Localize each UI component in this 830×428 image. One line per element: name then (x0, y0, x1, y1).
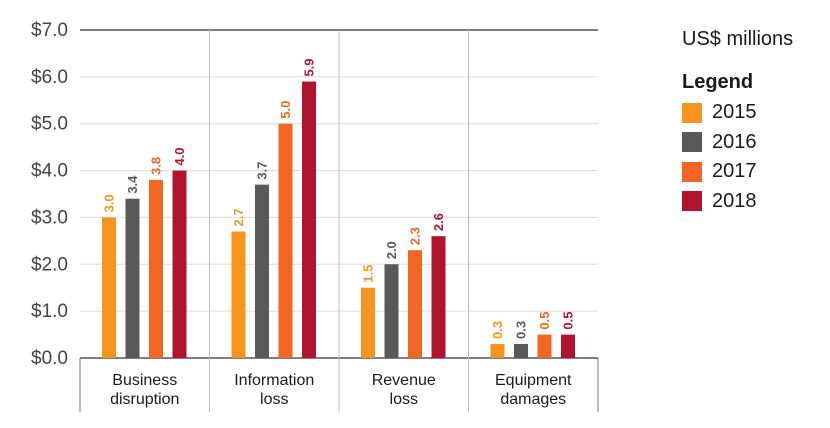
data-label: 0.3 (490, 321, 505, 339)
bar-2015 (102, 217, 116, 358)
bar-2018 (561, 334, 575, 358)
units-label: US$ millions (682, 28, 794, 50)
x-axis-label: loss (260, 391, 288, 408)
x-axis-label: disruption (110, 391, 179, 408)
bar-2016 (255, 184, 269, 358)
x-axis-label: damages (500, 391, 566, 408)
data-label: 1.5 (361, 265, 376, 283)
data-label: 3.8 (149, 157, 164, 175)
data-label: 0.3 (514, 321, 529, 339)
legend-swatch (682, 191, 702, 212)
data-label: 0.5 (537, 311, 552, 329)
x-axis-label: Revenue (372, 372, 436, 389)
x-axis-labels: Business disruption Information loss Revenue… (110, 372, 572, 408)
y-tick-label: $1.0 (31, 301, 68, 322)
legend-swatch (682, 161, 702, 182)
bar-2015 (231, 231, 246, 358)
y-tick-label: $2.0 (31, 254, 68, 275)
bar-2017 (278, 123, 293, 358)
bar-2015 (361, 287, 375, 358)
x-axis-label: loss (390, 391, 418, 408)
data-label: 2.0 (384, 241, 399, 259)
value-labels: 3.0 3.4 3.8 4.0 2.7 3.7 5.0 5.9 1.5 2.0 2.3 2.6 0.3 0… (102, 58, 576, 338)
y-tick-label: $3.0 (31, 207, 68, 228)
bar-2018 (172, 170, 187, 358)
data-label: 4.0 (172, 147, 187, 165)
legend: US$ millions Legend 2015 2016 2017 2018 (682, 28, 793, 216)
data-label: 2.3 (408, 227, 423, 245)
data-label: 2.6 (431, 213, 446, 231)
data-label: 5.0 (278, 101, 293, 119)
y-tick-label: $0.0 (31, 348, 68, 369)
grid-lines (79, 29, 599, 412)
legend-swatch (682, 102, 702, 123)
bar-2017 (408, 250, 422, 358)
legend-item-2017: 2017 (682, 157, 793, 187)
y-tick-label: $4.0 (31, 161, 68, 182)
data-label: 3.4 (125, 175, 140, 194)
y-axis-ticks: $0.0 $1.0 $2.0 $3.0 $4.0 $5.0 $6.0 $7.0 (31, 20, 68, 369)
data-label: 5.9 (302, 58, 317, 76)
x-axis-label: Information (234, 372, 314, 389)
y-tick-label: $5.0 (31, 114, 68, 135)
x-axis-label: Business (112, 372, 177, 389)
data-label: 3.7 (255, 162, 270, 180)
bar-2017 (537, 334, 552, 358)
legend-swatch (682, 132, 702, 153)
bar-2016 (384, 264, 399, 358)
x-axis-label: Equipment (495, 372, 572, 389)
data-label: 0.5 (561, 311, 576, 329)
y-tick-label: $7.0 (31, 20, 68, 41)
legend-title: Legend (682, 71, 754, 93)
legend-item-2018: 2018 (682, 187, 793, 217)
legend-label: 2016 (712, 130, 757, 153)
legend-item-2015: 2015 (682, 98, 793, 128)
legend-item-2016: 2016 (682, 128, 793, 158)
bar-2018 (302, 81, 316, 359)
data-label: 3.0 (102, 194, 117, 212)
legend-label: 2015 (712, 101, 757, 124)
y-tick-label: $6.0 (31, 67, 68, 88)
bar-2016 (514, 343, 528, 358)
legend-label: 2017 (712, 160, 757, 183)
bar-2015 (490, 343, 505, 358)
bars (102, 81, 575, 359)
legend-label: 2018 (712, 189, 757, 212)
bar-2017 (149, 179, 163, 358)
bar-2018 (431, 236, 446, 358)
bar-2016 (125, 198, 140, 358)
legend-items: 2015 2016 2017 2018 (682, 98, 793, 216)
data-label: 2.7 (231, 208, 246, 226)
